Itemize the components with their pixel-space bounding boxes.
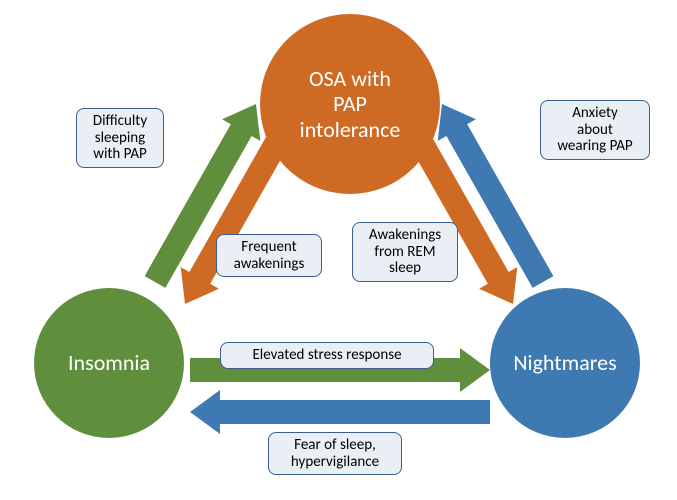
- node-nightmares: Nightmares: [490, 288, 640, 438]
- label-anxiety-text: Anxietyaboutwearing PAP: [557, 104, 632, 155]
- node-insomnia: Insomnia: [34, 288, 184, 438]
- label-elevated-text: Elevated stress response: [252, 346, 401, 364]
- label-fear: Fear of sleep,hypervigilance: [268, 432, 402, 475]
- node-insomnia-label: Insomnia: [68, 350, 150, 375]
- node-nightmares-label: Nightmares: [513, 350, 616, 375]
- label-anxiety: Anxietyaboutwearing PAP: [540, 100, 650, 160]
- label-frequent-text: Frequentawakenings: [234, 238, 305, 273]
- node-osa-label: OSA withPAPintolerance: [300, 66, 401, 142]
- node-osa: OSA withPAPintolerance: [260, 14, 440, 194]
- label-fear-text: Fear of sleep,hypervigilance: [291, 436, 379, 471]
- arrow-nightmares-to-insomnia: [190, 390, 490, 434]
- label-awakenings-rem-text: Awakeningsfrom REMsleep: [369, 226, 441, 277]
- label-difficulty: Difficultysleepingwith PAP: [76, 108, 164, 168]
- label-difficulty-text: Difficultysleepingwith PAP: [93, 112, 147, 163]
- label-elevated: Elevated stress response: [220, 342, 434, 369]
- diagram-stage: { "diagram": { "type": "network", "backg…: [0, 0, 677, 500]
- label-frequent: Frequentawakenings: [216, 234, 322, 277]
- label-awakenings-rem: Awakeningsfrom REMsleep: [352, 222, 458, 282]
